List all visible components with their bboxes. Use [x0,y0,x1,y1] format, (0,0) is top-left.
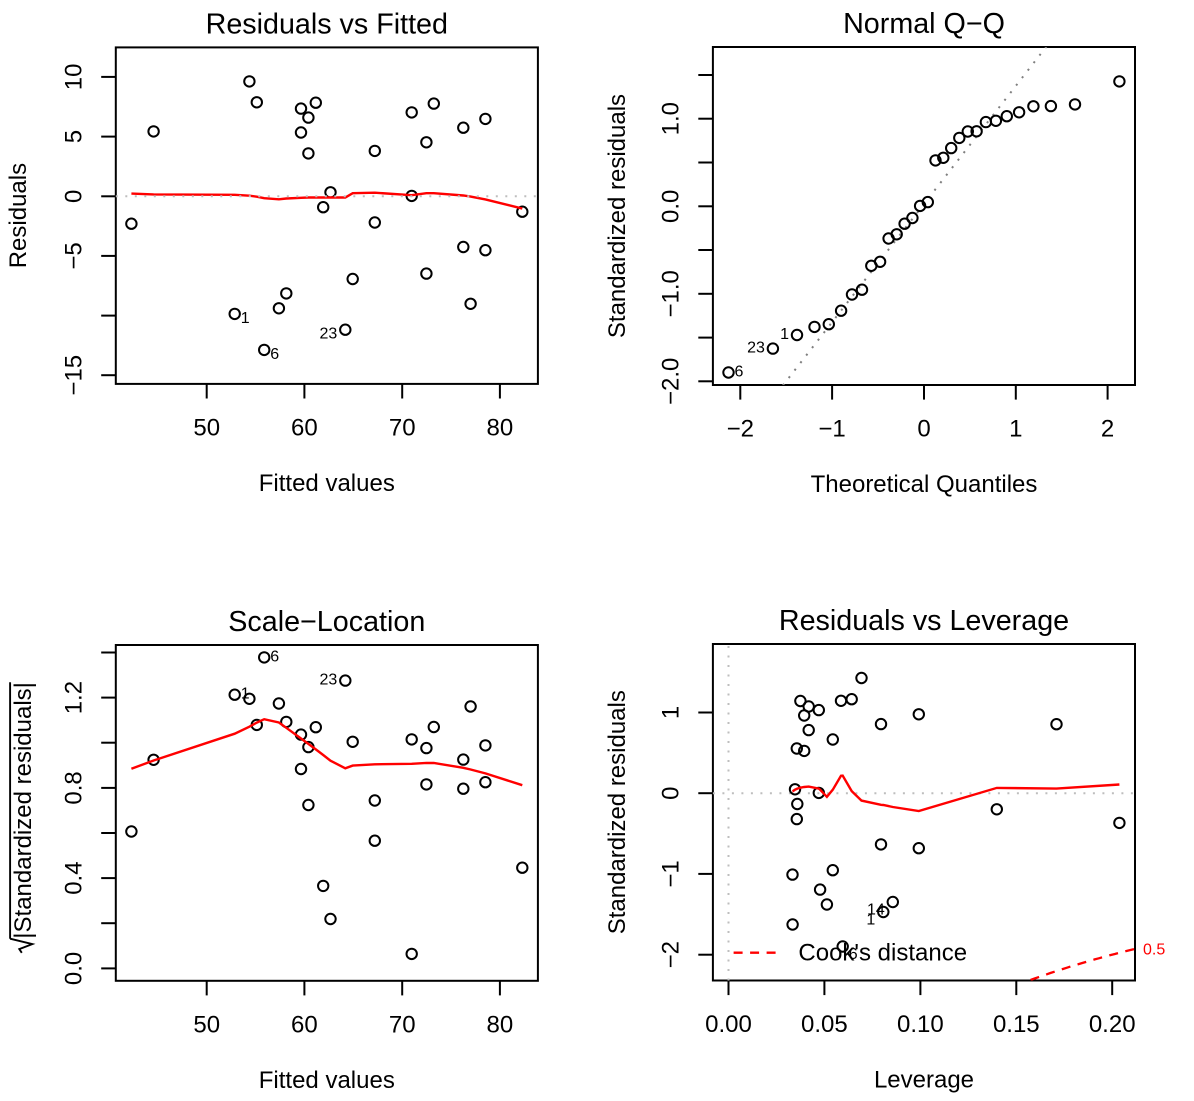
svg-text:6: 6 [270,648,279,665]
svg-text:6: 6 [849,946,858,963]
svg-text:80: 80 [487,414,514,441]
svg-text:14: 14 [867,901,885,918]
svg-text:1: 1 [241,310,250,327]
svg-text:0.15: 0.15 [993,1011,1040,1038]
svg-text:10: 10 [60,64,87,91]
svg-text:−2: −2 [657,941,684,968]
svg-text:Normal Q−Q: Normal Q−Q [843,8,1005,40]
svg-text:1.0: 1.0 [657,102,684,135]
svg-text:−1: −1 [818,416,845,443]
svg-text:Scale−Location: Scale−Location [228,606,425,638]
svg-text:0.5: 0.5 [1143,941,1165,958]
svg-text:1: 1 [1009,416,1022,443]
svg-text:Residuals: Residuals [5,163,32,268]
svg-text:|Standardized residuals|: |Standardized residuals| [10,682,37,939]
svg-text:−5: −5 [60,242,87,269]
svg-text:6: 6 [735,364,744,381]
svg-text:Fitted values: Fitted values [259,470,395,497]
svg-text:0: 0 [657,787,684,800]
svg-text:Standardized residuals: Standardized residuals [604,94,631,338]
svg-text:Standardized residuals: Standardized residuals [604,690,631,934]
svg-text:1: 1 [241,686,250,703]
svg-text:60: 60 [291,414,318,441]
svg-text:0.4: 0.4 [60,861,87,894]
svg-text:50: 50 [193,1011,220,1038]
svg-text:−2.0: −2.0 [657,358,684,405]
svg-text:−15: −15 [60,355,87,396]
svg-text:23: 23 [320,672,338,689]
svg-text:1.2: 1.2 [60,681,87,714]
svg-text:60: 60 [291,1011,318,1038]
svg-text:Fitted values: Fitted values [259,1067,395,1094]
svg-text:80: 80 [487,1011,514,1038]
svg-text:0.10: 0.10 [897,1011,944,1038]
svg-text:0: 0 [60,190,87,203]
svg-text:Residuals vs Fitted: Residuals vs Fitted [206,8,448,40]
svg-text:−1: −1 [657,860,684,887]
svg-text:0: 0 [917,416,930,443]
svg-text:Cook's distance: Cook's distance [798,940,967,967]
svg-text:0.0: 0.0 [60,952,87,985]
svg-text:0.05: 0.05 [801,1011,848,1038]
svg-text:1: 1 [657,706,684,719]
svg-text:6: 6 [270,346,279,363]
svg-text:23: 23 [320,326,338,343]
svg-text:−2: −2 [727,416,754,443]
svg-text:0.20: 0.20 [1089,1011,1136,1038]
svg-text:70: 70 [389,1011,416,1038]
svg-text:0.00: 0.00 [705,1011,752,1038]
svg-text:−1.0: −1.0 [657,270,684,317]
svg-text:1: 1 [780,326,789,343]
svg-text:23: 23 [747,340,765,357]
svg-text:0.8: 0.8 [60,771,87,804]
svg-text:Leverage: Leverage [874,1067,974,1094]
svg-text:5: 5 [60,130,87,143]
svg-text:1: 1 [866,911,875,928]
svg-text:Theoretical Quantiles: Theoretical Quantiles [811,471,1038,498]
svg-text:50: 50 [193,414,220,441]
svg-text:2: 2 [1101,416,1114,443]
svg-text:0.0: 0.0 [657,190,684,223]
svg-text:Residuals vs Leverage: Residuals vs Leverage [779,605,1069,637]
svg-text:70: 70 [389,414,416,441]
